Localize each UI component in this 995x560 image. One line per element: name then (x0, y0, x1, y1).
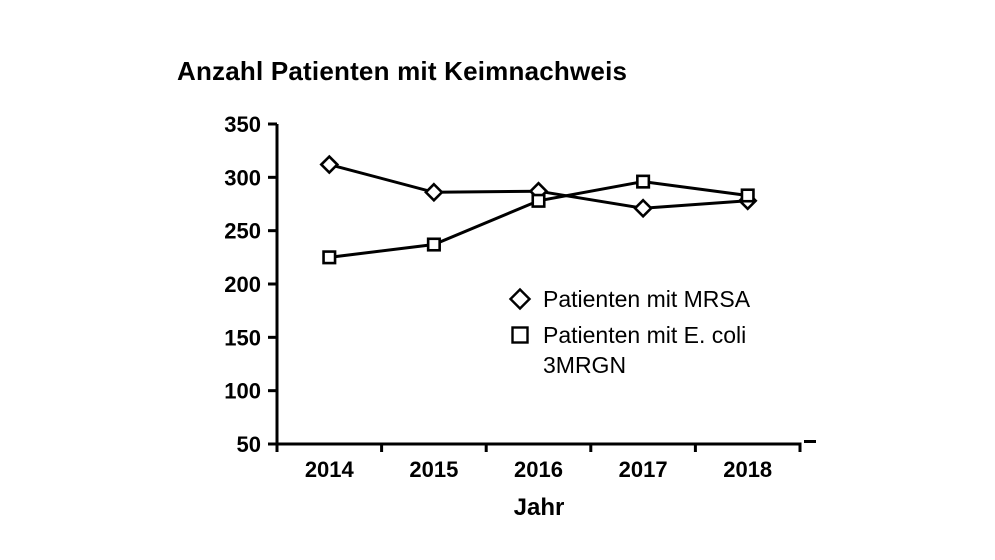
legend-label-ecoli-3mrgn: Patienten mit E. coli 3MRGN (543, 322, 747, 378)
chart-title: Anzahl Patienten mit Keimnachweis (177, 56, 628, 86)
data-point-diamond (424, 182, 444, 203)
x-tick-label: 2018 (723, 457, 772, 482)
data-point-square (426, 237, 441, 252)
x-tick-label: 2017 (619, 457, 668, 482)
y-tick-label: 100 (224, 379, 261, 404)
data-point-diamond (633, 198, 653, 219)
y-tick-label: 250 (224, 219, 261, 244)
y-tick-label: 300 (224, 165, 261, 190)
legend-item-mrsa: Patienten mit MRSA (505, 284, 750, 314)
legend-label-mrsa: Patienten mit MRSA (543, 286, 751, 312)
square-marker-icon (511, 326, 529, 344)
data-point-square (740, 188, 755, 203)
x-tick-label: 2014 (305, 457, 355, 482)
x-tick-label: 2016 (514, 457, 563, 482)
y-tick-label: 200 (224, 272, 261, 297)
x-axis-title: Jahr (513, 494, 565, 521)
data-point-square (531, 193, 546, 208)
x-tick-label: 2015 (409, 457, 458, 482)
data-point-diamond (319, 154, 340, 175)
legend-item-ecoli-3mrgn: Patienten mit E. coli 3MRGN (505, 320, 750, 380)
chart-legend: Patienten mit MRSA Patienten mit E. coli 3… (505, 284, 750, 386)
data-point-square (322, 250, 337, 265)
y-tick-label: 350 (224, 112, 261, 137)
y-tick-label: 50 (237, 432, 261, 457)
diamond-marker-icon (508, 287, 532, 311)
data-point-square (636, 174, 651, 189)
y-tick-label: 150 (224, 325, 261, 350)
